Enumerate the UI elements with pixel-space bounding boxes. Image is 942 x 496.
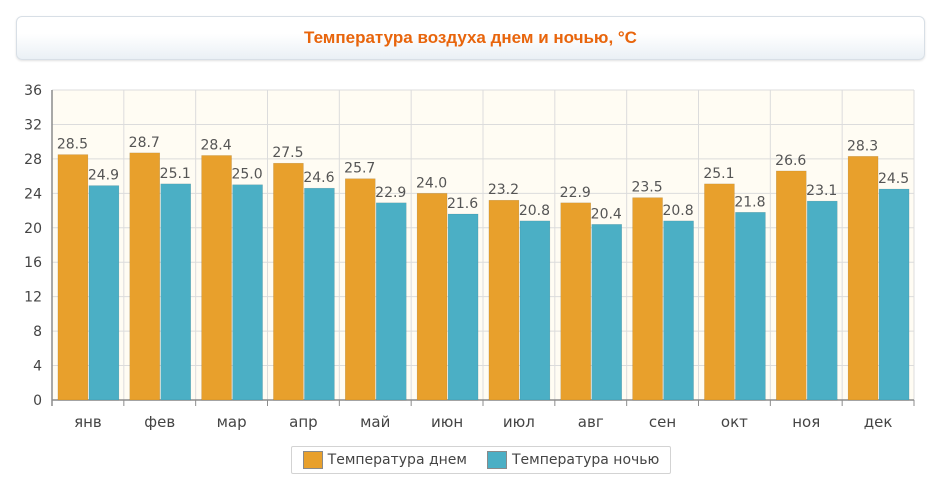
legend-label-day: Температура днем	[327, 452, 467, 468]
bar-value-label: 20.8	[662, 203, 693, 219]
bar-value-label: 26.6	[775, 153, 806, 169]
legend-swatch-day	[302, 451, 323, 469]
y-tick-label: 24	[24, 186, 42, 202]
y-tick-label: 28	[24, 152, 42, 168]
bar-value-label: 20.8	[519, 203, 550, 219]
bar-value-label: 24.6	[303, 170, 334, 186]
y-tick-label: 0	[33, 393, 42, 409]
legend-item-night[interactable]: Температура ночью	[486, 451, 660, 469]
bar-value-label: 28.7	[129, 135, 160, 151]
x-tick-label: дек	[864, 413, 893, 431]
bar-night[interactable]	[807, 200, 838, 401]
x-tick-label: авг	[578, 413, 604, 431]
bar-night[interactable]	[591, 224, 622, 401]
bar-value-label: 25.7	[344, 161, 375, 177]
bar-day[interactable]	[273, 162, 304, 401]
y-tick-label: 8	[33, 324, 42, 340]
bar-night[interactable]	[160, 183, 191, 401]
bar-night[interactable]	[878, 188, 910, 401]
x-tick-label: мар	[217, 413, 247, 431]
bar-day[interactable]	[201, 155, 232, 401]
y-tick-label: 16	[24, 255, 42, 271]
bar-value-label: 25.1	[160, 166, 191, 182]
bar-night[interactable]	[447, 213, 479, 401]
bar-night[interactable]	[232, 184, 263, 401]
bar-value-label: 28.3	[847, 138, 878, 154]
bar-night[interactable]	[663, 220, 694, 401]
legend-label-night: Температура ночью	[511, 452, 660, 468]
chart-legend: Температура днем Температура ночью	[291, 446, 671, 474]
y-tick-label: 12	[24, 290, 42, 306]
x-tick-label: ноя	[792, 413, 820, 431]
bar-value-label: 28.5	[57, 137, 88, 153]
bar-night[interactable]	[519, 220, 551, 401]
x-tick-label: июл	[503, 413, 535, 431]
x-tick-label: июн	[431, 413, 463, 431]
bar-value-label: 27.5	[272, 145, 303, 161]
bar-value-label: 24.9	[88, 168, 119, 184]
x-tick-label: сен	[649, 413, 676, 431]
bar-value-label: 24.0	[416, 175, 447, 191]
x-tick-label: май	[360, 413, 390, 431]
bar-night[interactable]	[88, 185, 120, 401]
bar-value-label: 23.2	[488, 182, 519, 198]
x-tick-label: апр	[289, 413, 318, 431]
bar-value-label: 28.4	[200, 137, 231, 153]
bar-value-label: 23.1	[806, 183, 837, 199]
bar-day[interactable]	[488, 199, 520, 401]
x-tick-label: янв	[74, 413, 102, 431]
bar-day[interactable]	[345, 178, 376, 401]
bar-value-label: 20.4	[591, 206, 622, 222]
bar-day[interactable]	[776, 170, 807, 401]
bar-day[interactable]	[704, 183, 735, 401]
legend-swatch-night	[486, 451, 507, 469]
chart-title: Температура воздуха днем и ночью, °C	[304, 28, 637, 47]
y-tick-label: 32	[24, 117, 42, 133]
bar-day[interactable]	[129, 152, 160, 401]
bar-night[interactable]	[735, 212, 766, 401]
bar-value-label: 22.9	[560, 185, 591, 201]
y-tick-label: 36	[24, 83, 42, 99]
bar-day[interactable]	[416, 193, 448, 401]
bar-value-label: 23.5	[631, 180, 662, 196]
legend-item-day[interactable]: Температура днем	[302, 451, 467, 469]
bar-day[interactable]	[847, 156, 879, 401]
x-tick-label: окт	[721, 413, 748, 431]
bar-value-label: 22.9	[375, 185, 406, 201]
x-tick-label: фев	[144, 413, 175, 431]
chart-title-box: Температура воздуха днем и ночью, °C	[16, 16, 925, 60]
bar-day[interactable]	[560, 202, 591, 401]
bar-night[interactable]	[376, 202, 407, 401]
bar-value-label: 21.6	[447, 196, 478, 212]
y-tick-label: 4	[33, 359, 42, 375]
y-tick-label: 20	[24, 221, 42, 237]
bar-value-label: 21.8	[734, 194, 765, 210]
bar-value-label: 24.5	[878, 171, 909, 187]
bar-day[interactable]	[632, 197, 663, 401]
bar-value-label: 25.1	[703, 166, 734, 182]
bar-day[interactable]	[57, 154, 89, 401]
bar-night[interactable]	[304, 187, 335, 401]
bar-value-label: 25.0	[231, 167, 262, 183]
